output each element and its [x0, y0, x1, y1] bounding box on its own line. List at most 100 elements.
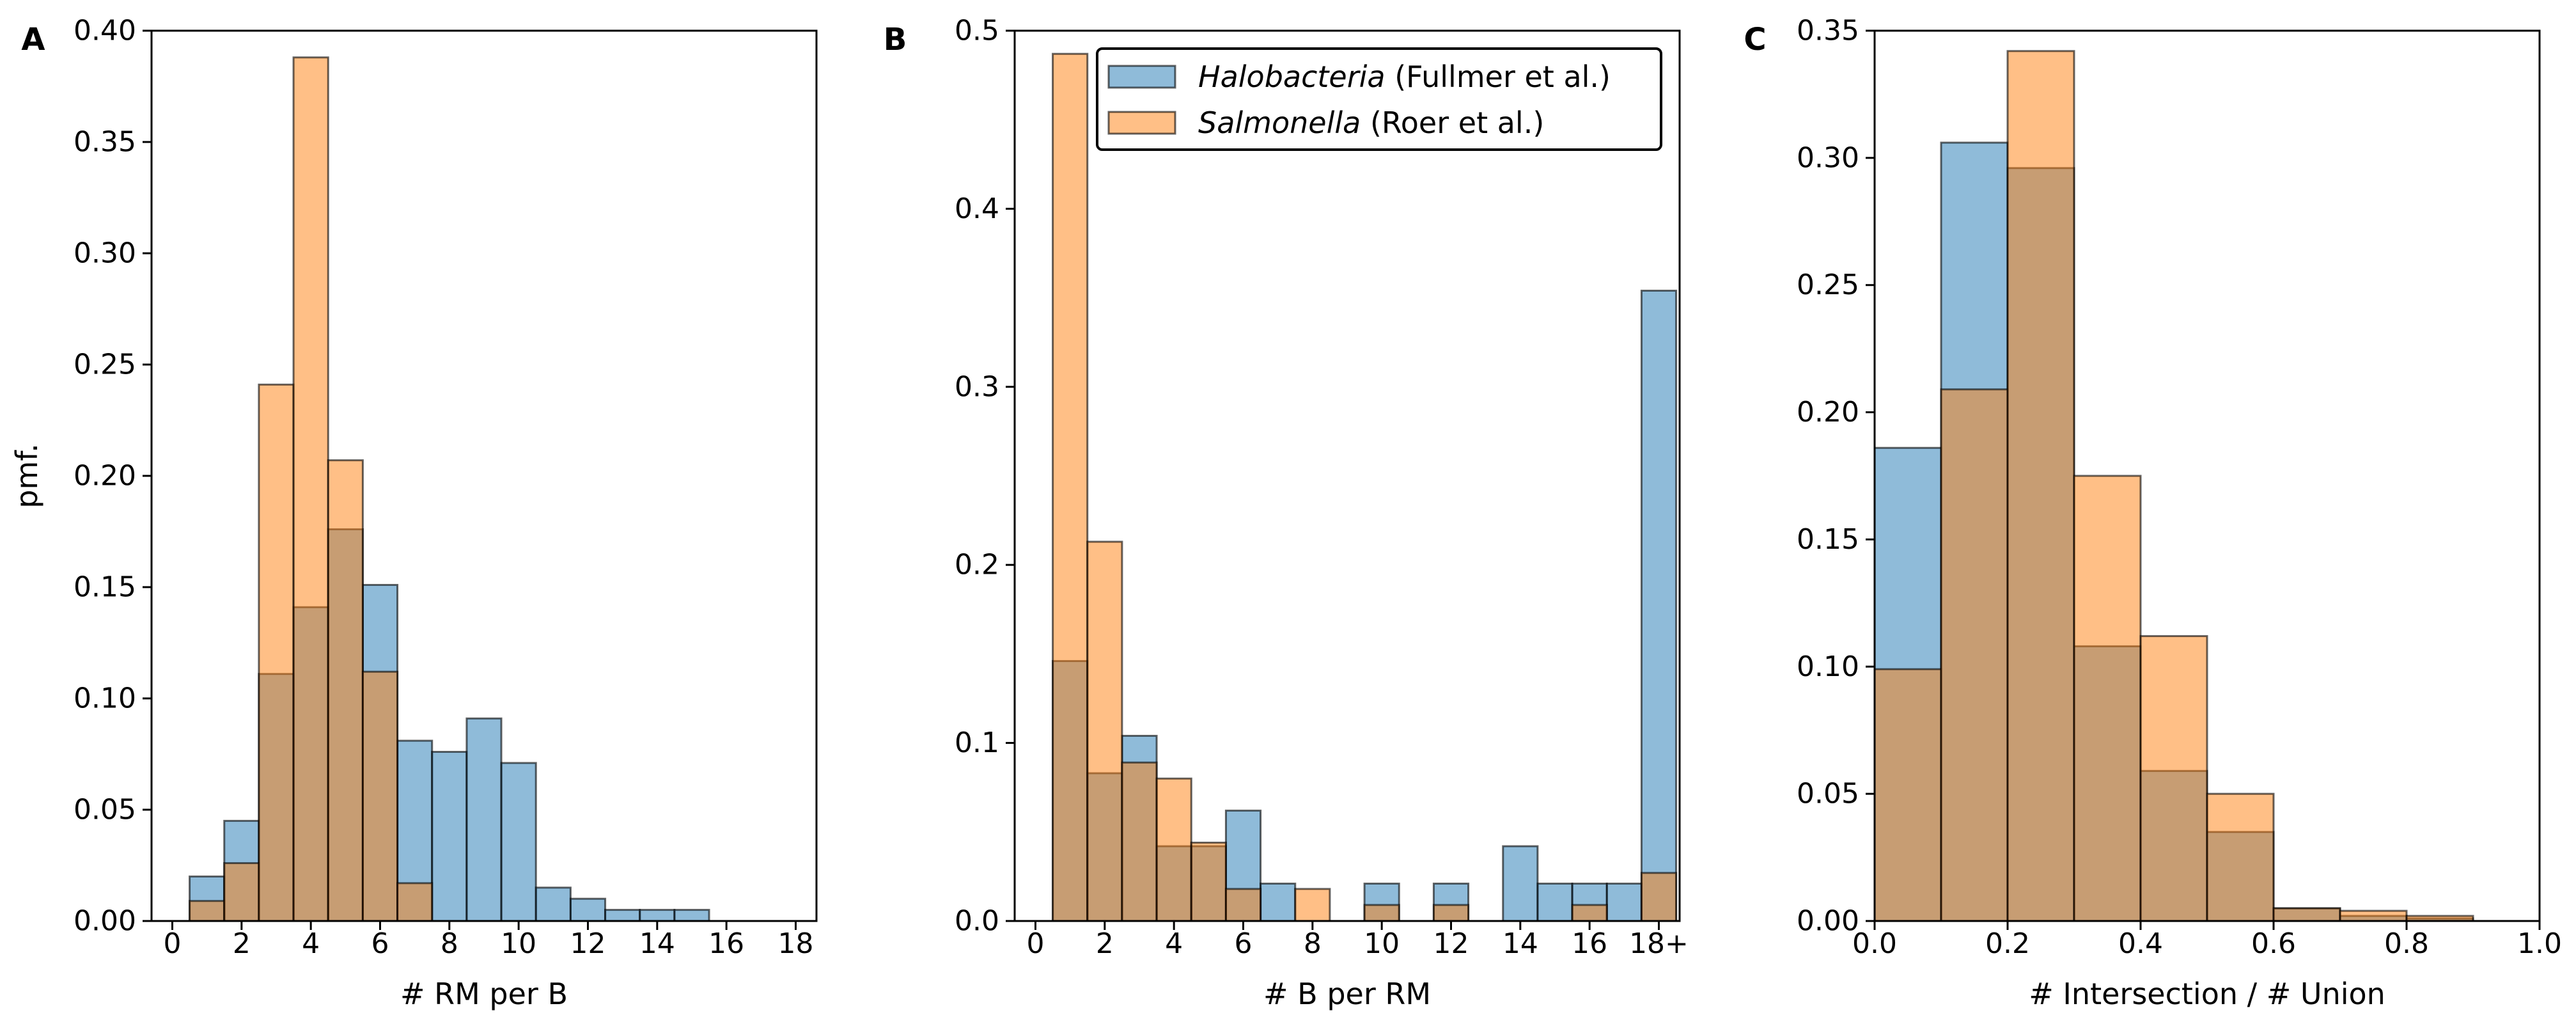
bar: [1190, 842, 1227, 922]
y-axis-label: pmf.: [10, 443, 44, 508]
y-tick-label: 0.00: [74, 905, 136, 938]
x-axis-label: # Intersection / # Union: [2029, 977, 2385, 1011]
y-tick-label: 0.30: [74, 237, 136, 270]
panel-letter: A: [21, 22, 45, 58]
x-tick-label: 12: [1433, 927, 1469, 960]
legend: Halobacteria (Fullmer et al.) Salmonella …: [1096, 47, 1662, 151]
x-tick-label: 12: [570, 927, 606, 960]
y-tick-label: 0.4: [955, 193, 999, 225]
x-tick-label: 14: [1503, 927, 1538, 960]
bar: [1640, 872, 1678, 922]
bar: [1086, 540, 1123, 922]
y-tick-label: 0.00: [1797, 905, 1859, 938]
series-salmonella-bars: [1052, 52, 1678, 922]
x-tick-label: 0.8: [2384, 927, 2429, 960]
x-tick-label: 0.4: [2118, 927, 2163, 960]
bar: [604, 909, 641, 922]
x-tick-label: 16: [1572, 927, 1607, 960]
x-axis: 0 2 4 6 8 10 12 14 16 18+: [1027, 921, 1689, 960]
x-tick-label: 0: [1027, 927, 1045, 960]
bar: [673, 909, 710, 922]
bar: [2206, 792, 2275, 922]
y-tick-label: 0.25: [74, 349, 136, 381]
bar: [1940, 388, 2009, 922]
bar: [465, 717, 503, 922]
bar: [2339, 909, 2408, 922]
y-tick-label: 0.25: [1797, 269, 1859, 301]
bar: [1605, 883, 1643, 922]
bar: [569, 897, 607, 922]
x-tick-label: 0: [164, 927, 182, 960]
series-salmonella-bars: [189, 56, 433, 922]
y-tick-label: 0.15: [1797, 523, 1859, 556]
y-tick-label: 0.2: [955, 549, 999, 581]
x-tick-label: 14: [639, 927, 675, 960]
y-tick-label: 0.05: [1797, 778, 1859, 810]
bar: [431, 751, 468, 922]
x-tick-label: 0.2: [1985, 927, 2030, 960]
x-axis: 0.0 0.2 0.4 0.6 0.8 1.0: [1852, 921, 2562, 960]
panel-a: A 0 2 4 6 8 10 12 14 16 18 0.00 0.05 0.10 0.15 0.20 0.25…: [10, 15, 818, 1011]
bar: [396, 882, 433, 922]
bar: [189, 900, 226, 922]
series-salmonella-bars: [1873, 50, 2474, 922]
y-tick-label: 0.05: [74, 794, 136, 826]
y-tick-label: 0.30: [1797, 141, 1859, 174]
y-tick-label: 0.1: [955, 727, 999, 759]
legend-label-rest: (Roer et al.): [1361, 106, 1544, 140]
x-tick-label: 4: [1165, 927, 1183, 960]
y-tick-label: 0.20: [1797, 396, 1859, 429]
legend-swatch: [1107, 65, 1176, 89]
y-axis: 0.00 0.05 0.10 0.15 0.20 0.25 0.30 0.35: [1797, 15, 1875, 938]
bar: [258, 383, 295, 922]
bar: [1640, 289, 1678, 922]
bar: [292, 56, 329, 922]
x-axis: 0 2 4 6 8 10 12 14 16 18: [164, 921, 814, 960]
x-tick-label: 1.0: [2517, 927, 2562, 960]
y-tick-label: 0.40: [74, 15, 136, 47]
legend-swatch: [1107, 111, 1176, 135]
panels: A0 2 4 6 8 10 12 14 16 180.000.050.100.150.200.25…: [10, 15, 2562, 1012]
x-tick-label: 2: [233, 927, 251, 960]
bar: [1502, 845, 1539, 922]
x-tick-label: 6: [371, 927, 389, 960]
bar: [2139, 635, 2208, 922]
bar: [327, 459, 364, 922]
legend-label-rest: (Fullmer et al.): [1386, 59, 1611, 94]
x-tick-label: 10: [501, 927, 536, 960]
bar: [223, 862, 260, 922]
bar: [1224, 888, 1262, 922]
bar: [1571, 904, 1608, 922]
y-tick-label: 0.10: [74, 682, 136, 715]
bar: [1052, 52, 1089, 922]
x-axis-label: # RM per B: [400, 977, 568, 1011]
bar: [1363, 904, 1400, 922]
bar: [535, 886, 572, 922]
legend-label-italic: Halobacteria: [1198, 59, 1386, 94]
bars: [1873, 50, 2474, 922]
bar: [1873, 668, 1942, 922]
y-tick-label: 0.35: [1797, 15, 1859, 47]
y-tick-label: 0.15: [74, 571, 136, 604]
bar: [361, 670, 399, 922]
x-tick-label: 8: [441, 927, 458, 960]
x-tick-label: 0.0: [1852, 927, 1897, 960]
bar: [1294, 888, 1331, 922]
x-axis-label: # B per RM: [1263, 977, 1431, 1011]
y-axis: 0.00 0.05 0.10 0.15 0.20 0.25 0.30 0.35 0.40: [74, 15, 152, 938]
x-tick-label: 18: [778, 927, 814, 960]
bar: [1432, 904, 1470, 922]
bar: [639, 909, 676, 922]
y-tick-label: 0.35: [74, 126, 136, 159]
legend-label: Salmonella (Roer et al.): [1198, 106, 1544, 140]
axes-frame: [1013, 29, 1681, 922]
x-tick-label: 2: [1096, 927, 1114, 960]
y-axis: 0.0 0.1 0.2 0.3 0.4 0.5: [955, 15, 1015, 938]
x-tick-label: 8: [1304, 927, 1322, 960]
x-tick-label: 0.6: [2251, 927, 2296, 960]
axes-frame: [1873, 29, 2541, 922]
bar: [1260, 883, 1297, 922]
bars: [189, 56, 710, 922]
y-tick-label: 0.3: [955, 370, 999, 403]
